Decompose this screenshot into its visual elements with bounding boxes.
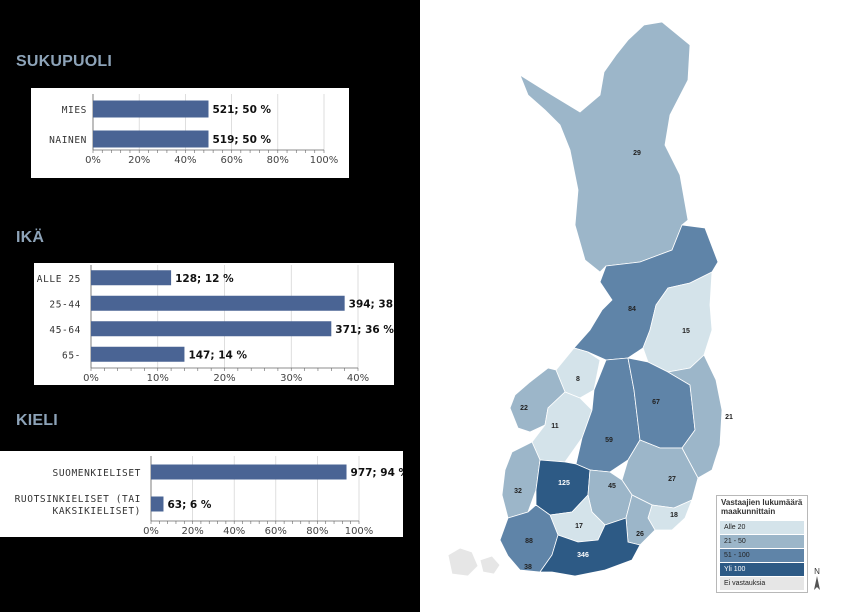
- region-value: 125: [558, 480, 570, 487]
- region-value: 88: [525, 538, 533, 545]
- legend-label: Ei vastauksia: [724, 580, 766, 587]
- region-value: 45: [608, 483, 616, 490]
- bar: [91, 321, 332, 337]
- bar-value-label: 371; 36 %: [335, 324, 394, 336]
- region-uusimaa: [539, 517, 641, 577]
- x-tick-label: 10%: [147, 373, 169, 384]
- age-bar-chart: 0% 10% 20% 30% 40% 128; 12 % ALLE 25 394; 38 % 2…: [37, 265, 394, 384]
- north-label: N: [814, 567, 820, 576]
- map-legend: Vastaajien lukumäärä maakunnittain Alle …: [716, 495, 808, 593]
- region-value: 29: [633, 150, 641, 157]
- legend-label: Yli 100: [724, 566, 746, 573]
- bar-value-label: 63; 6 %: [167, 499, 211, 511]
- region-value: 15: [682, 328, 690, 335]
- category-label: RUOTSINKIELISET (TAI: [15, 494, 141, 505]
- region-value: 27: [668, 476, 676, 483]
- x-tick-label: 80%: [267, 155, 289, 166]
- x-tick-label: 20%: [213, 373, 235, 384]
- region-value: 11: [551, 423, 559, 430]
- bar-value-label: 394; 38 %: [349, 298, 394, 310]
- category-label: MIES: [62, 105, 87, 116]
- x-tick-label: 30%: [280, 373, 302, 384]
- age-chart: 0% 10% 20% 30% 40% 128; 12 % ALLE 25 394; 38 % 2…: [34, 263, 394, 385]
- category-label: 65-: [62, 350, 81, 361]
- bar: [91, 295, 345, 311]
- bar: [91, 346, 185, 362]
- legend-title: Vastaajien lukumäärä maakunnittain: [721, 498, 803, 516]
- section-title-gender: SUKUPUOLI: [16, 53, 113, 70]
- legend-item-51-100: 51 - 100: [720, 549, 804, 562]
- bar-value-label: 128; 12 %: [175, 273, 234, 285]
- region-lapland: [519, 21, 691, 273]
- region-value: 67: [652, 399, 660, 406]
- x-tick-label: 20%: [128, 155, 150, 166]
- region-value: 84: [628, 306, 636, 313]
- region-value: 21: [725, 414, 733, 421]
- category-label: 25-44: [49, 299, 81, 310]
- bar: [151, 496, 164, 512]
- bar: [93, 100, 209, 118]
- x-tick-label: 40%: [174, 155, 196, 166]
- x-tick-label: 0%: [83, 373, 99, 384]
- north-arrow-icon: N: [811, 566, 823, 592]
- region-value: 8: [576, 376, 580, 383]
- category-label: SUOMENKIELISET: [53, 468, 141, 479]
- section-title-age: IKÄ: [16, 229, 45, 246]
- region-value: 17: [575, 523, 583, 530]
- x-tick-label: 20%: [181, 526, 203, 537]
- infographic-panel: SUKUPUOLI 0% 20% 40% 60% 80% 100% 521; 50 % MIE…: [0, 0, 420, 612]
- region-value: 346: [577, 552, 589, 559]
- legend-label: Alle 20: [724, 524, 746, 531]
- region-central-finland: [575, 357, 641, 473]
- language-chart: 0% 20% 40% 60% 80% 100% 977; 94 % SUOMENKIELISE…: [0, 451, 403, 537]
- region-value: 59: [605, 437, 613, 444]
- region-value: 22: [520, 405, 528, 412]
- bar-value-label: 977; 94 %: [351, 467, 403, 479]
- region-value: 18: [670, 512, 678, 519]
- legend-item-21-50: 21 - 50: [720, 535, 804, 548]
- x-tick-label: 100%: [310, 155, 339, 166]
- category-label: ALLE 25: [37, 274, 81, 285]
- x-tick-label: 40%: [223, 526, 245, 537]
- region-islands-2: [479, 555, 501, 575]
- legend-item-alle-20: Alle 20: [720, 521, 804, 534]
- region-islands: [447, 547, 479, 577]
- bar: [93, 130, 209, 148]
- x-tick-label: 0%: [85, 155, 101, 166]
- x-tick-label: 0%: [143, 526, 159, 537]
- legend-label: 51 - 100: [724, 552, 750, 559]
- gender-bar-chart: 0% 20% 40% 60% 80% 100% 521; 50 % MIES 519; 50 %…: [49, 94, 339, 166]
- region-value: 32: [514, 488, 522, 495]
- bar: [91, 270, 172, 286]
- bar: [151, 464, 347, 480]
- category-label: 45-64: [49, 325, 81, 336]
- region-value: 38: [524, 564, 532, 571]
- category-label: KAKSIKIELISET): [53, 506, 141, 517]
- bar-value-label: 519; 50 %: [213, 134, 272, 146]
- legend-item-ei-vastauksia: Ei vastauksia: [720, 577, 804, 590]
- bar-value-label: 521; 50 %: [213, 104, 272, 116]
- region-value: 26: [636, 531, 644, 538]
- section-title-language: KIELI: [16, 412, 58, 429]
- x-tick-label: 60%: [220, 155, 242, 166]
- finland-map-area: 29 84 15 8 22 11 59 67 21 125 27 32 45 1…: [420, 0, 851, 612]
- region-north-karelia: [666, 354, 723, 479]
- bar-value-label: 147; 14 %: [188, 349, 247, 361]
- finland-map: 29 84 15 8 22 11 59 67 21 125 27 32 45 1…: [447, 21, 733, 577]
- x-tick-label: 100%: [345, 526, 374, 537]
- language-bar-chart: 0% 20% 40% 60% 80% 100% 977; 94 % SUOMENKIELISE…: [15, 456, 403, 537]
- x-tick-label: 80%: [306, 526, 328, 537]
- x-tick-label: 60%: [265, 526, 287, 537]
- legend-item-yli-100: Yli 100: [720, 563, 804, 576]
- gender-chart: 0% 20% 40% 60% 80% 100% 521; 50 % MIES 519; 50 %…: [31, 88, 349, 178]
- category-label: NAINEN: [49, 135, 87, 146]
- x-tick-label: 40%: [347, 373, 369, 384]
- region-south-ostrobothnia: [531, 391, 593, 463]
- legend-label: 21 - 50: [724, 538, 746, 545]
